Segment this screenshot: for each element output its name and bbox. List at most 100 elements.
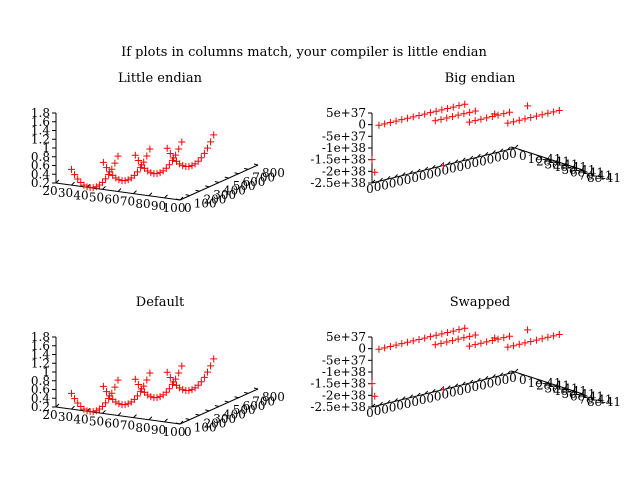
data-point — [99, 402, 106, 410]
x-tick-mark — [454, 383, 459, 388]
page-title: If plots in columns match, your compiler… — [121, 45, 487, 60]
data-point — [74, 175, 82, 183]
z-tick-label: -2.5e+38 — [310, 176, 366, 190]
data-point — [524, 326, 532, 334]
data-point — [466, 332, 474, 340]
data-point — [89, 184, 97, 192]
x-tick-mark — [514, 144, 519, 149]
y-tick-label: 6e-41 — [570, 390, 604, 404]
y-tick-label: 0 — [519, 149, 527, 163]
z-tick-label: -1.5e+38 — [310, 153, 366, 167]
z-tick-label: 1 — [42, 365, 50, 379]
data-point — [440, 386, 447, 393]
data-point — [153, 170, 161, 178]
data-point — [544, 333, 552, 341]
data-point — [144, 167, 152, 175]
data-point — [210, 355, 218, 363]
data-point — [188, 386, 196, 394]
y-tick-mark — [536, 378, 541, 381]
y-tick-label: 3e-41 — [545, 157, 579, 171]
data-point — [443, 338, 451, 346]
data-point — [504, 343, 512, 351]
data-point — [466, 108, 474, 116]
y-tick-mark — [185, 418, 190, 421]
y-tick-label: 2e-41 — [536, 155, 570, 169]
data-point — [521, 339, 529, 347]
data-point — [106, 392, 114, 400]
z-tick-label: 0.2 — [31, 400, 50, 414]
y-tick-mark — [253, 163, 259, 166]
series-3 — [465, 332, 513, 350]
data-point — [437, 339, 445, 347]
data-point — [204, 144, 211, 152]
data-point — [112, 398, 120, 406]
x-tick-mark — [71, 405, 75, 410]
data-point — [146, 369, 154, 377]
data-point — [398, 340, 406, 348]
data-point — [544, 109, 552, 117]
data-point — [112, 174, 120, 182]
y-tick-mark — [578, 392, 584, 395]
x-tick-mark — [401, 396, 406, 400]
x-tick-mark — [461, 381, 466, 386]
x-tick-label: 20 — [42, 408, 57, 422]
series-3 — [465, 108, 513, 126]
x-tick-label: 30 — [58, 410, 73, 424]
data-point — [163, 368, 171, 376]
data-point — [175, 145, 183, 153]
data-point — [491, 110, 499, 118]
data-point — [68, 389, 75, 397]
data-point — [500, 110, 508, 118]
data-point — [532, 336, 540, 344]
data-point — [176, 160, 184, 168]
data-point — [207, 362, 215, 370]
data-point — [483, 338, 491, 346]
data-point — [103, 164, 110, 172]
data-point — [448, 337, 456, 345]
x-tick-label: 80 — [135, 197, 150, 211]
x-tick-mark — [454, 159, 459, 164]
x-tick-label: 70 — [120, 419, 135, 433]
data-point — [421, 334, 429, 342]
x-tick-label: 80 — [135, 421, 150, 435]
y-tick-mark — [244, 391, 249, 394]
data-point — [115, 400, 123, 408]
y-tick-mark — [553, 384, 558, 387]
data-point — [510, 342, 518, 350]
data-point — [111, 383, 119, 391]
x-tick-label: 0 — [404, 397, 412, 411]
x-tick-label: 0 — [426, 391, 434, 405]
x-tick-label: 30 — [58, 186, 73, 200]
y-tick-label: 300 — [213, 188, 236, 202]
data-point — [169, 378, 177, 386]
x-tick-label: 0 — [374, 404, 382, 418]
y-tick-label: 500 — [233, 179, 256, 193]
x-tick-label: 0 — [464, 158, 472, 172]
x-tick-mark — [133, 190, 137, 194]
x-tick-mark — [379, 177, 383, 182]
data-point — [71, 171, 79, 179]
y-tick-label: 4e-41 — [553, 384, 587, 398]
y-tick-mark — [175, 198, 181, 201]
x-tick-mark — [102, 186, 106, 190]
data-point — [550, 332, 558, 340]
x-tick-label: 0 — [472, 156, 480, 170]
chart-title: Default — [136, 295, 185, 310]
data-point — [147, 169, 155, 177]
data-point — [461, 100, 469, 108]
data-point — [165, 161, 173, 169]
y-tick-mark — [527, 152, 533, 154]
data-point — [375, 345, 383, 353]
data-point — [124, 176, 132, 184]
data-point — [460, 334, 468, 342]
z-tick-label: 0.8 — [31, 374, 50, 388]
data-point — [494, 335, 502, 343]
z-tick-label: 0 — [358, 342, 366, 356]
data-point — [99, 382, 107, 390]
data-point — [449, 327, 457, 335]
data-point — [521, 115, 529, 123]
x-tick-mark — [424, 390, 429, 395]
data-point — [510, 118, 518, 126]
data-point — [121, 401, 129, 409]
data-point — [443, 114, 451, 122]
